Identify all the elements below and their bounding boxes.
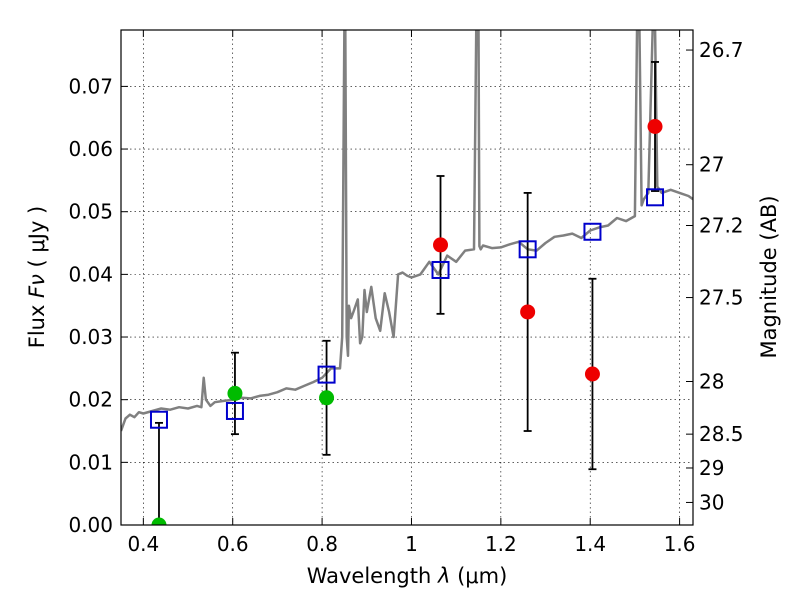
plot-area-frame: [120, 29, 694, 526]
x-tick-label: 0.8: [306, 532, 338, 556]
axis-ticks: 0.4 0.6 0.8 1 1.2 1.4 1.6 0.00 0.01 0.02 0.03 0.04 0…: [68, 30, 744, 556]
model-photometry-square: [583, 222, 602, 241]
y2-tick-label: 28: [699, 370, 724, 394]
y2-tick-label: 26.7: [699, 38, 744, 62]
y-tick-label: 0.03: [68, 325, 113, 349]
y2-tick-label: 28.5: [699, 422, 744, 446]
x-tick-label: 1.6: [664, 532, 696, 556]
y-axis-label-unit: ( μJy ): [25, 206, 49, 274]
observed-point-green: [319, 390, 335, 406]
x-tick-label: 1.2: [485, 532, 517, 556]
series-layer: [121, 30, 693, 525]
y2-tick-label: 27.5: [699, 286, 744, 310]
y-tick-label: 0.06: [68, 137, 113, 161]
y-tick-label: 0.05: [68, 200, 113, 224]
x-axis-label-unit: (μm): [450, 564, 507, 588]
x-tick-label: 0.6: [217, 532, 249, 556]
observed-point-red: [647, 118, 663, 134]
y-tick-label: 0.04: [68, 262, 113, 286]
y-axis-label-symbol: Fν: [25, 274, 49, 298]
y2-axis-label: Magnitude (AB): [757, 195, 781, 358]
model-photometry-square: [518, 240, 537, 259]
x-tick-label: 1.4: [574, 532, 606, 556]
model-photometry-square: [646, 188, 665, 207]
y-axis-label-prefix: Flux: [25, 298, 49, 348]
y-tick-label: 0.02: [68, 388, 113, 412]
model-photometry-square: [149, 410, 168, 429]
x-axis-label-symbol: λ: [437, 564, 450, 588]
grid-lines: [121, 30, 693, 526]
x-tick-label: 1: [405, 532, 418, 556]
observed-point-green: [151, 517, 167, 525]
x-tick-label: 0.4: [127, 532, 159, 556]
y-tick-label: 0.01: [68, 450, 113, 474]
y2-tick-label: 29: [699, 456, 724, 480]
observed-point-red: [433, 237, 449, 253]
observed-point-red: [584, 366, 600, 382]
observed-point-red: [520, 304, 536, 320]
observed-point-green: [227, 385, 243, 401]
y2-tick-label: 30: [699, 490, 724, 514]
model-photometry-square: [317, 365, 336, 384]
x-axis-label: Wavelength λ (μm): [307, 564, 508, 588]
y-axis-label: Flux Fν ( μJy ): [25, 206, 49, 349]
x-axis-label-prefix: Wavelength: [307, 564, 438, 588]
y2-tick-label: 27.2: [699, 213, 744, 237]
y-tick-label: 0.00: [68, 513, 113, 537]
model-spectrum-line: [121, 30, 693, 432]
model-photometry-square: [431, 260, 450, 279]
y2-tick-label: 27: [699, 153, 724, 177]
model-photometry-square: [225, 401, 244, 420]
y-tick-label: 0.07: [68, 74, 113, 98]
